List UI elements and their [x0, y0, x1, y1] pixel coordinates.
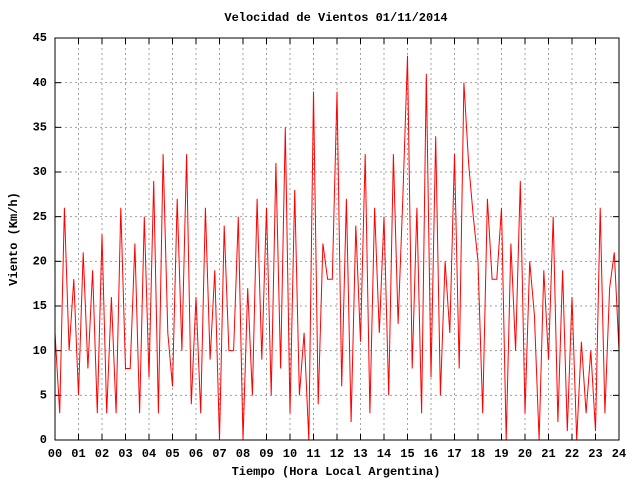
x-tick-label: 05	[165, 447, 179, 461]
x-tick-label: 02	[95, 447, 109, 461]
y-tick-label: 0	[40, 433, 47, 447]
x-tick-label: 20	[518, 447, 532, 461]
y-tick-label: 40	[33, 76, 47, 90]
x-tick-label: 12	[330, 447, 344, 461]
y-axis-label: Viento (Km/h)	[7, 192, 21, 286]
x-tick-label: 13	[353, 447, 367, 461]
x-tick-label: 09	[259, 447, 273, 461]
x-tick-label: 17	[447, 447, 461, 461]
y-tick-label: 20	[33, 255, 47, 269]
x-tick-label: 04	[142, 447, 156, 461]
x-tick-label: 00	[48, 447, 62, 461]
x-tick-label: 14	[377, 447, 391, 461]
y-tick-label: 5	[40, 389, 47, 403]
x-tick-label: 19	[494, 447, 508, 461]
y-tick-label: 35	[33, 121, 47, 135]
x-axis-label: Tiempo (Hora Local Argentina)	[232, 465, 441, 479]
x-tick-label: 06	[189, 447, 203, 461]
x-tick-label: 03	[118, 447, 132, 461]
x-tick-label: 08	[236, 447, 250, 461]
x-tick-label: 07	[212, 447, 226, 461]
x-tick-label: 16	[424, 447, 438, 461]
chart-title: Velocidad de Vientos 01/11/2014	[224, 11, 447, 25]
wind-line	[54, 55, 620, 441]
x-tick-label: 15	[400, 447, 414, 461]
plot-frame	[54, 37, 620, 441]
x-tick-label: 18	[471, 447, 485, 461]
x-tick-label: 21	[541, 447, 555, 461]
x-tick-label: 23	[588, 447, 602, 461]
x-tick-label: 01	[71, 447, 85, 461]
x-tick-label: 11	[306, 447, 320, 461]
y-tick-label: 30	[33, 165, 47, 179]
y-tick-label: 45	[33, 31, 47, 45]
y-tick-label: 15	[33, 299, 47, 313]
y-tick-label: 10	[33, 344, 47, 358]
x-tick-label: 24	[612, 447, 626, 461]
x-tick-label: 22	[565, 447, 579, 461]
y-tick-label: 25	[33, 210, 47, 224]
x-tick-label: 10	[283, 447, 297, 461]
